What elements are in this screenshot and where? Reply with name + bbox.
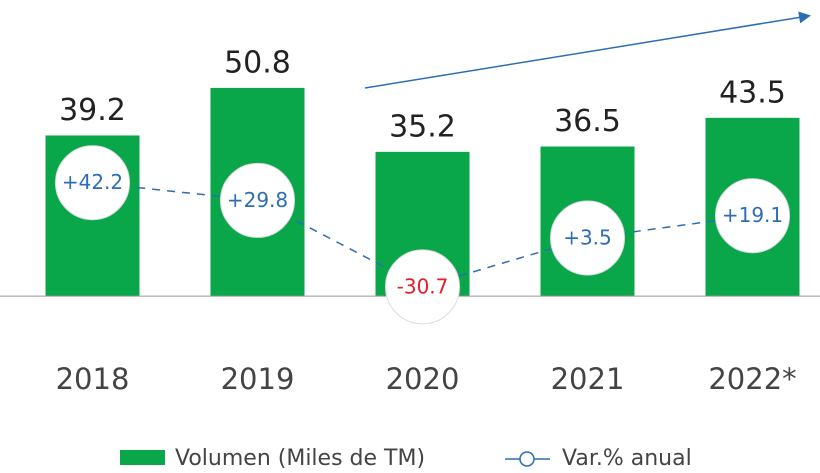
line-value-label: +42.2 (62, 170, 123, 194)
bar-value-label: 43.5 (719, 75, 786, 110)
legend-label: Volumen (Miles de TM) (175, 446, 425, 471)
x-tick-label: 2020 (386, 362, 460, 396)
line-value-label: +19.1 (722, 203, 783, 227)
x-tick-label: 2018 (56, 362, 130, 396)
line-marker (715, 178, 790, 254)
trend-arrow (364, 11, 811, 89)
legend-swatch-bar (120, 450, 165, 465)
legend: Volumen (Miles de TM) Var.% anual (120, 446, 692, 471)
line-value-label: +29.8 (227, 188, 288, 212)
bar-value-label: 39.2 (59, 93, 126, 128)
line-value-label: +3.5 (563, 226, 612, 250)
bar-value-label: 35.2 (389, 109, 456, 144)
line-value-label: -30.7 (397, 274, 449, 298)
legend-swatch-marker (519, 451, 535, 467)
line-marker (220, 162, 295, 238)
line-marker (385, 249, 460, 325)
bar-value-label: 36.5 (554, 104, 621, 139)
line-marker (550, 200, 625, 276)
line-layer: +42.2 +29.8 -30.7 +3.5 +19.1 (55, 145, 790, 325)
line-marker (55, 145, 130, 221)
x-tick-label: 2022* (708, 362, 796, 396)
x-tick-label: 2021 (551, 362, 625, 396)
bar-value-label: 50.8 (224, 45, 291, 80)
labels: 39.2 50.8 35.2 36.5 43.5 2018 2019 2020 2021 2022… (56, 45, 797, 396)
x-tick-label: 2019 (221, 362, 295, 396)
legend-label: Var.% anual (562, 446, 692, 471)
